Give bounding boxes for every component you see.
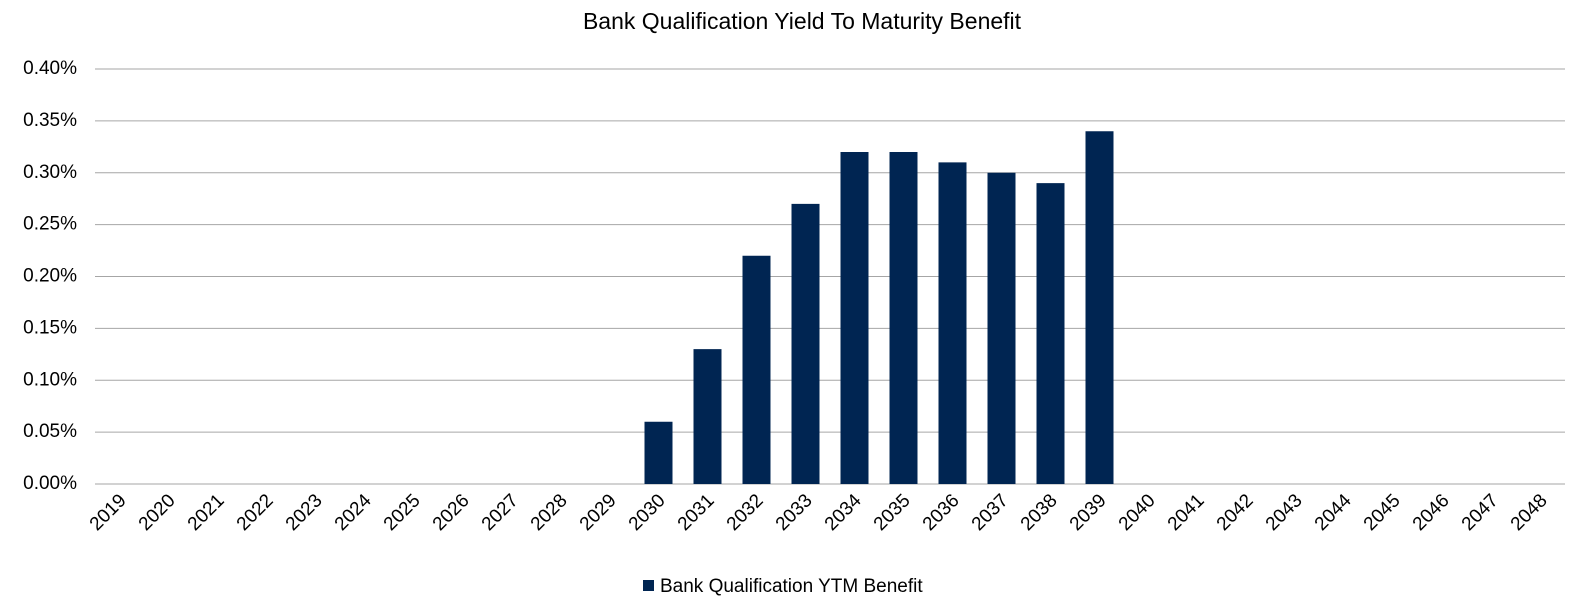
x-tick-label: 2039 [1066,490,1111,535]
bar [889,152,918,484]
x-tick-label: 2020 [135,490,180,535]
bar [1085,131,1114,484]
x-tick-label: 2034 [821,490,866,535]
y-tick-label: 0.30% [23,162,77,183]
bar [987,172,1016,484]
bar [1036,183,1065,484]
x-tick-label: 2033 [772,490,817,535]
x-tick-label: 2029 [576,490,621,535]
legend-label: Bank Qualification YTM Benefit [660,576,923,597]
x-tick-label: 2048 [1507,490,1552,535]
x-tick-label: 2037 [968,490,1013,535]
x-tick-label: 2045 [1360,490,1405,535]
bar [644,421,673,484]
bar [938,162,967,484]
x-tick-label: 2044 [1311,490,1356,535]
x-tick-label: 2023 [282,490,327,535]
y-tick-label: 0.25% [23,214,77,235]
x-tick-label: 2019 [86,490,131,535]
x-tick-label: 2043 [1262,490,1307,535]
y-tick-label: 0.35% [23,110,77,131]
bar [693,349,722,484]
x-tick-label: 2041 [1164,490,1209,535]
y-tick-label: 0.40% [23,58,77,79]
x-tick-label: 2038 [1017,490,1062,535]
legend-swatch [643,580,654,591]
x-tick-label: 2031 [674,490,719,535]
y-tick-label: 0.05% [23,421,77,442]
x-tick-label: 2026 [429,490,474,535]
bar [840,152,869,484]
x-tick-label: 2035 [870,490,915,535]
x-tick-label: 2025 [380,490,425,535]
y-tick-label: 0.10% [23,369,77,390]
x-tick-label: 2021 [184,490,229,535]
x-tick-label: 2046 [1409,490,1454,535]
x-tick-label: 2024 [331,490,376,535]
x-tick-label: 2027 [478,490,523,535]
x-tick-label: 2028 [527,490,572,535]
x-tick-label: 2042 [1213,490,1258,535]
x-tick-label: 2036 [919,490,964,535]
bar [742,255,771,484]
y-tick-label: 0.20% [23,266,77,287]
x-tick-label: 2032 [723,490,768,535]
x-tick-label: 2030 [625,490,670,535]
x-tick-label: 2047 [1458,490,1503,535]
bar [791,203,820,484]
y-tick-label: 0.15% [23,317,77,338]
x-tick-label: 2022 [233,490,278,535]
x-tick-label: 2040 [1115,490,1160,535]
chart-title: Bank Qualification Yield To Maturity Ben… [583,8,1022,34]
y-tick-label: 0.00% [23,473,77,494]
